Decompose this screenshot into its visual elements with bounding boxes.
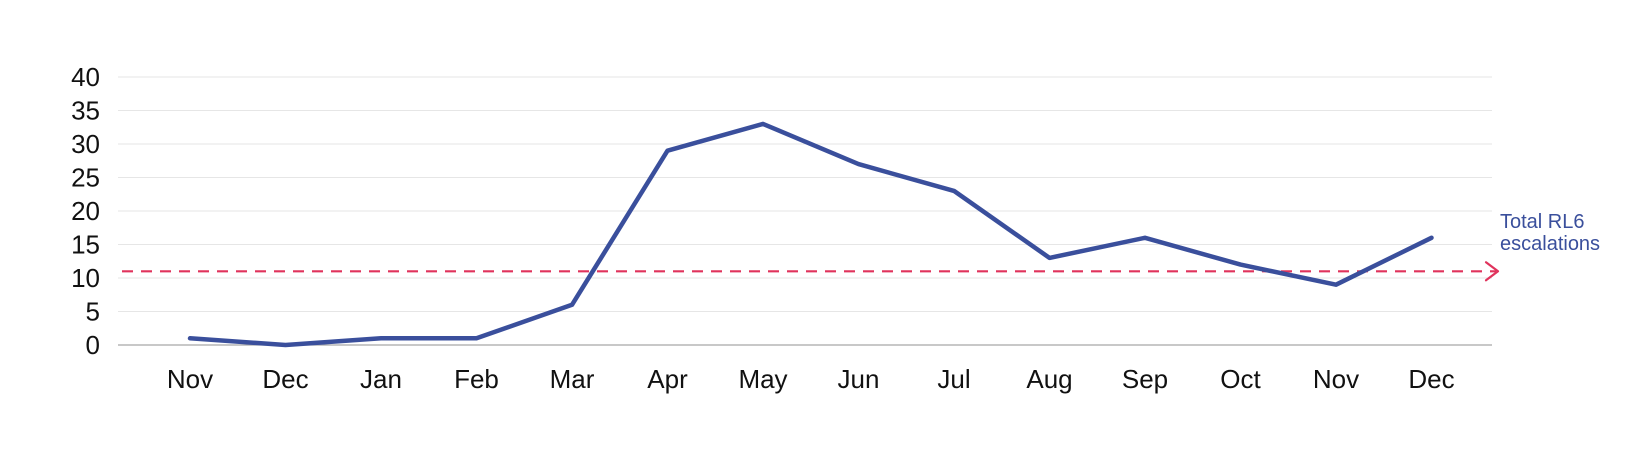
x-tick-label: Feb	[454, 364, 499, 394]
series-label-line: Total RL6	[1500, 211, 1585, 233]
series-label: Total RL6 escalations	[1500, 211, 1600, 255]
x-tick-label: Jan	[360, 364, 402, 394]
x-axis-ticks: Nov Dec Jan Feb Mar Apr May Jun Jul Aug Sep Oct Nov D…	[167, 364, 1455, 394]
x-tick-label: Aug	[1026, 364, 1072, 394]
y-tick-label: 40	[71, 62, 100, 92]
x-tick-label: Mar	[550, 364, 595, 394]
y-tick-label: 5	[86, 297, 100, 327]
x-tick-label: Jun	[838, 364, 880, 394]
x-tick-label: Dec	[1408, 364, 1454, 394]
y-tick-label: 20	[71, 196, 100, 226]
series-line	[187, 121, 1434, 348]
x-tick-label: Apr	[647, 364, 688, 394]
x-tick-label: Dec	[262, 364, 308, 394]
y-tick-label: 25	[71, 163, 100, 193]
x-tick-label: Sep	[1122, 364, 1168, 394]
series-group	[187, 121, 1434, 348]
y-tick-label: 30	[71, 129, 100, 159]
y-tick-label: 10	[71, 263, 100, 293]
y-tick-label: 35	[71, 96, 100, 126]
y-tick-label: 0	[86, 330, 100, 360]
reference-arrow	[1484, 261, 1500, 282]
x-tick-label: Oct	[1220, 364, 1261, 394]
x-tick-label: Nov	[1313, 364, 1359, 394]
x-tick-label: Nov	[167, 364, 213, 394]
series-label-group: Total RL6 escalations	[1500, 211, 1600, 255]
y-tick-label: 15	[71, 230, 100, 260]
series-label-line: escalations	[1500, 233, 1600, 255]
x-tick-label: May	[738, 364, 787, 394]
gridlines	[118, 76, 1492, 346]
x-tick-label: Jul	[937, 364, 970, 394]
